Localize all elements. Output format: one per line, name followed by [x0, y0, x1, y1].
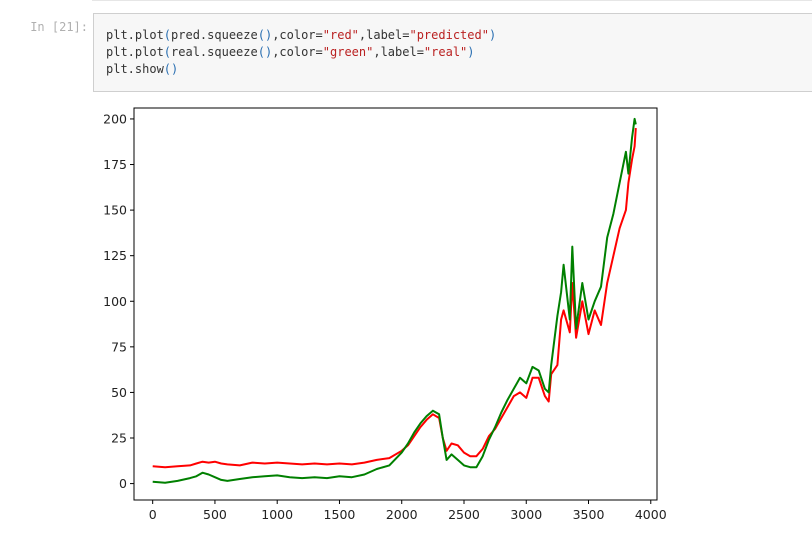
code-token: "red" — [322, 28, 359, 42]
y-tick-label: 25 — [111, 431, 127, 446]
x-tick-label: 3500 — [573, 507, 605, 522]
x-tick-label: 500 — [203, 507, 227, 522]
code-token: ,color= — [272, 28, 323, 42]
code-token: () — [257, 28, 273, 42]
code-token: plt.plot — [106, 45, 164, 59]
code-token: () — [163, 62, 179, 76]
y-tick-label: 50 — [111, 385, 127, 400]
code-token: ,color= — [272, 45, 323, 59]
x-tick-label: 1500 — [324, 507, 356, 522]
cell-output: 0 500 1000 1500 2000 2500 3000 3500 4000 0 25 50 75 1… — [93, 96, 812, 548]
code-token: ( — [163, 45, 172, 59]
x-tick-label: 3000 — [510, 507, 542, 522]
code-editor[interactable]: plt.plot(pred.squeeze(),color="red",labe… — [106, 27, 496, 78]
line-chart: 0 500 1000 1500 2000 2500 3000 3500 4000 0 25 50 75 1… — [103, 107, 667, 522]
code-token: ,label= — [373, 45, 424, 59]
code-token: plt.show — [106, 62, 164, 76]
code-line: plt.plot(real.squeeze(),color="green",la… — [106, 45, 475, 59]
x-tick-label: 1000 — [261, 507, 293, 522]
code-token: "real" — [423, 45, 468, 59]
input-prompt: In [21]: — [30, 20, 88, 34]
code-token: plt.plot — [106, 28, 164, 42]
code-token: ,label= — [358, 28, 410, 42]
code-token: "predicted" — [409, 28, 489, 42]
y-tick-label: 175 — [103, 157, 127, 172]
code-token: "green" — [322, 45, 374, 59]
code-token: () — [257, 45, 273, 59]
code-token: pred.squeeze — [171, 28, 258, 42]
code-cell-input[interactable]: plt.plot(pred.squeeze(),color="red",labe… — [93, 13, 812, 92]
y-tick-label: 150 — [103, 203, 127, 218]
cell-top-divider — [92, 0, 812, 1]
series-line-predicted — [152, 128, 637, 469]
code-token: ) — [488, 28, 497, 42]
y-tick-label: 100 — [103, 294, 127, 309]
y-tick-label: 125 — [103, 248, 127, 263]
y-tick-label: 75 — [111, 339, 127, 354]
series-line-real — [152, 117, 637, 484]
code-token: ) — [467, 45, 475, 59]
code-token: real.squeeze — [171, 45, 258, 59]
plot-frame — [133, 107, 658, 501]
x-tick-label: 2500 — [448, 507, 480, 522]
y-tick-label: 0 — [119, 476, 127, 491]
code-token: ( — [163, 28, 172, 42]
x-tick-label: 0 — [149, 507, 157, 522]
x-tick-label: 2000 — [386, 507, 418, 522]
code-line: plt.show() — [106, 62, 178, 76]
x-tick-label: 4000 — [635, 507, 667, 522]
code-line: plt.plot(pred.squeeze(),color="red",labe… — [106, 28, 496, 42]
y-tick-label: 200 — [103, 111, 127, 126]
